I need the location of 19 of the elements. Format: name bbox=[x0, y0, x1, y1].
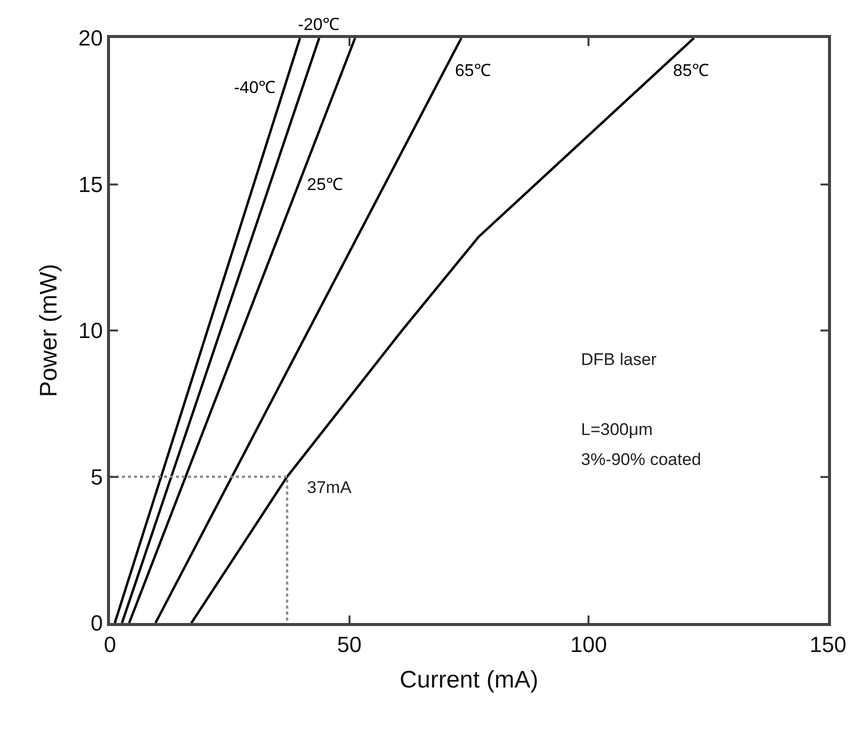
x-axis-title: Current (mA) bbox=[400, 666, 538, 694]
series-label: 65℃ bbox=[455, 61, 491, 80]
series-label: -20℃ bbox=[298, 15, 340, 34]
annotation: 3%-90% coated bbox=[581, 450, 702, 469]
x-tick-label: 50 bbox=[337, 632, 362, 658]
y-tick-label: 5 bbox=[90, 464, 103, 490]
annotation: DFB laser bbox=[581, 350, 657, 369]
x-tick-label: 150 bbox=[810, 632, 846, 658]
y-axis-title: Power (mW) bbox=[35, 264, 62, 398]
y-tick-label: 20 bbox=[78, 26, 103, 51]
x-tick-label: 100 bbox=[570, 632, 608, 658]
annotation: L=300μm bbox=[581, 420, 653, 439]
y-tick-label: 0 bbox=[90, 610, 103, 636]
series-label: 25℃ bbox=[307, 175, 343, 194]
y-tick-label: 15 bbox=[78, 172, 103, 197]
series-label: 85℃ bbox=[673, 61, 709, 80]
annotation: 37mA bbox=[307, 478, 352, 497]
series-label: -40℃ bbox=[234, 78, 276, 97]
y-tick-label: 10 bbox=[78, 318, 103, 344]
